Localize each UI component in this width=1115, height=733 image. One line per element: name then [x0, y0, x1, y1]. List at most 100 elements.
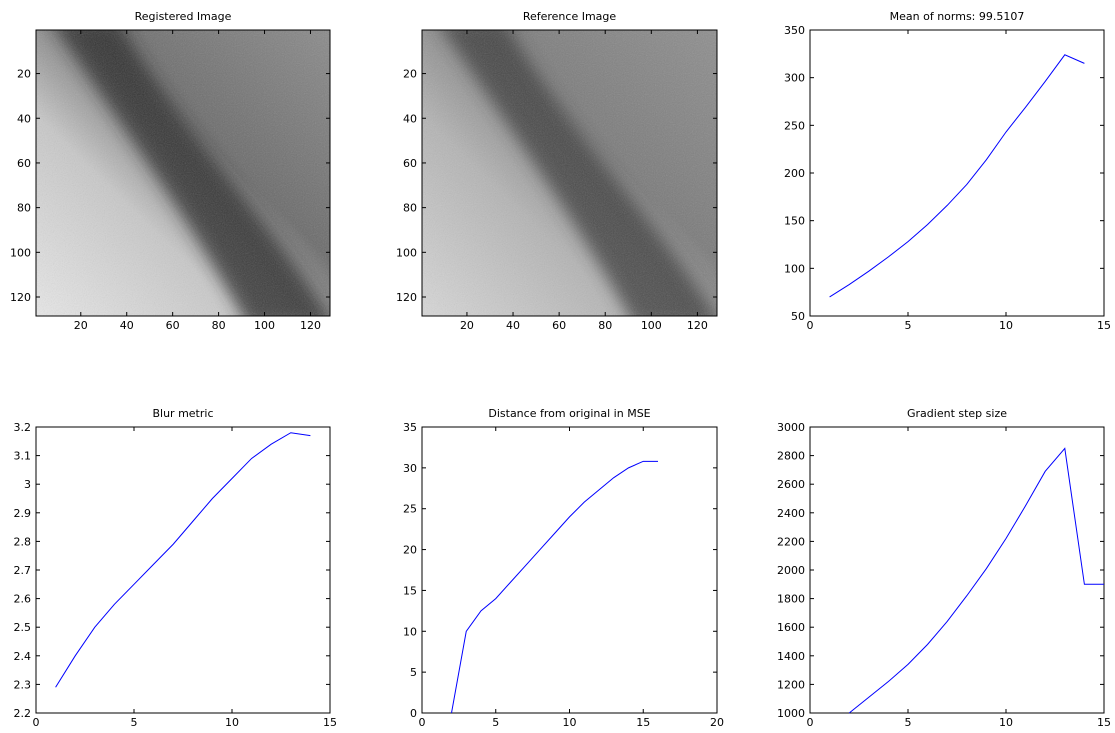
y-tick-label: 50 [791, 310, 805, 323]
y-tick-label: 120 [10, 291, 31, 304]
image-noise [422, 30, 717, 316]
subplot: Mean of norms: 99.5107 0 5 10 15 50 100 150 200 2… [784, 10, 1111, 332]
data-line [829, 54, 1085, 298]
x-tick-label: 20 [710, 716, 724, 729]
y-tick-label: 60 [403, 157, 417, 170]
y-tick-label: 2.9 [14, 507, 32, 520]
x-tick-label: 0 [807, 319, 814, 332]
axes-box [809, 29, 1105, 317]
subplot-title: Reference Image [523, 10, 617, 23]
x-tick-label: 5 [131, 716, 138, 729]
y-tick-label: 150 [784, 215, 805, 228]
x-tick-label: 15 [1097, 319, 1111, 332]
y-tick-label: 350 [784, 24, 805, 37]
y-tick-label: 2.6 [14, 593, 32, 606]
subplot-title: Registered Image [135, 10, 232, 23]
axes-box [35, 426, 331, 714]
y-tick-label: 2000 [777, 564, 805, 577]
y-tick-label: 40 [17, 112, 31, 125]
y-tick-label: 2.2 [14, 707, 32, 720]
x-tick-label: 15 [323, 716, 337, 729]
x-tick-label: 100 [254, 319, 275, 332]
y-tick-label: 20 [403, 68, 417, 81]
subplot-title: Mean of norms: 99.5107 [890, 10, 1025, 23]
y-tick-label: 20 [403, 544, 417, 557]
y-tick-label: 2.7 [14, 564, 32, 577]
y-tick-label: 1400 [777, 650, 805, 663]
y-tick-label: 60 [17, 157, 31, 170]
y-tick-label: 40 [403, 112, 417, 125]
x-tick-label: 40 [120, 319, 134, 332]
x-tick-label: 40 [506, 319, 520, 332]
x-tick-label: 120 [300, 319, 321, 332]
x-tick-label: 0 [419, 716, 426, 729]
x-tick-label: 15 [636, 716, 650, 729]
y-tick-label: 300 [784, 72, 805, 85]
subplot-title: Blur metric [152, 407, 213, 420]
axes-box [35, 29, 331, 317]
x-tick-label: 120 [687, 319, 708, 332]
y-tick-label: 20 [17, 68, 31, 81]
y-tick-label: 2600 [777, 478, 805, 491]
y-tick-label: 100 [396, 246, 417, 259]
y-tick-label: 10 [403, 625, 417, 638]
y-tick-label: 2.4 [14, 650, 32, 663]
data-line [55, 432, 311, 688]
x-tick-label: 20 [460, 319, 474, 332]
x-tick-label: 10 [225, 716, 239, 729]
y-tick-label: 3.2 [14, 421, 32, 434]
axes-box [421, 29, 718, 317]
x-tick-label: 15 [1097, 716, 1111, 729]
x-tick-label: 60 [552, 319, 566, 332]
y-tick-label: 5 [410, 666, 417, 679]
x-tick-label: 5 [905, 716, 912, 729]
y-tick-label: 100 [10, 246, 31, 259]
y-tick-label: 3.1 [14, 450, 32, 463]
y-tick-label: 100 [784, 262, 805, 275]
subplot: Blur metric 0 5 10 15 2.2 2.3 2.4 2.5 2.6 2.7 2.8 2.… [14, 407, 338, 729]
y-tick-label: 2.5 [14, 621, 32, 634]
y-tick-label: 1000 [777, 707, 805, 720]
subplot-title: Distance from original in MSE [488, 407, 650, 420]
x-tick-label: 60 [166, 319, 180, 332]
x-tick-label: 5 [905, 319, 912, 332]
y-tick-label: 0 [410, 707, 417, 720]
y-tick-label: 25 [403, 503, 417, 516]
subplot-title: Gradient step size [907, 407, 1007, 420]
x-tick-label: 0 [807, 716, 814, 729]
y-tick-label: 2800 [777, 450, 805, 463]
y-tick-label: 1800 [777, 593, 805, 606]
y-tick-label: 3000 [777, 421, 805, 434]
y-tick-label: 120 [396, 291, 417, 304]
y-tick-label: 250 [784, 119, 805, 132]
y-tick-label: 35 [403, 421, 417, 434]
y-tick-label: 2200 [777, 535, 805, 548]
x-tick-label: 100 [641, 319, 662, 332]
y-tick-label: 3 [24, 478, 31, 491]
subplot: Reference Image 20 40 60 80 100 120 20 40 60 80 100… [396, 10, 718, 332]
image [36, 30, 330, 316]
axes-box [809, 426, 1105, 714]
axes-box [421, 426, 718, 714]
x-tick-label: 0 [33, 716, 40, 729]
subplot: Registered Image 20 40 60 80 100 120 20 40 60 80 10… [10, 10, 331, 332]
image-noise [36, 30, 330, 316]
y-tick-label: 30 [403, 462, 417, 475]
y-tick-label: 200 [784, 167, 805, 180]
x-tick-label: 10 [999, 716, 1013, 729]
subplot: Distance from original in MSE 0 5 10 15 20 0 5 1… [403, 407, 724, 729]
x-tick-label: 20 [74, 319, 88, 332]
y-tick-label: 80 [17, 202, 31, 215]
x-tick-label: 10 [563, 716, 577, 729]
x-tick-label: 80 [212, 319, 226, 332]
x-tick-label: 5 [492, 716, 499, 729]
y-tick-label: 2.3 [14, 678, 32, 691]
y-tick-label: 15 [403, 584, 417, 597]
y-tick-label: 2400 [777, 507, 805, 520]
image [422, 30, 717, 316]
y-tick-label: 2.8 [14, 535, 32, 548]
x-tick-label: 10 [999, 319, 1013, 332]
subplot: Gradient step size 0 5 10 15 1000 1200 1400 1600… [777, 407, 1111, 729]
x-tick-label: 80 [598, 319, 612, 332]
